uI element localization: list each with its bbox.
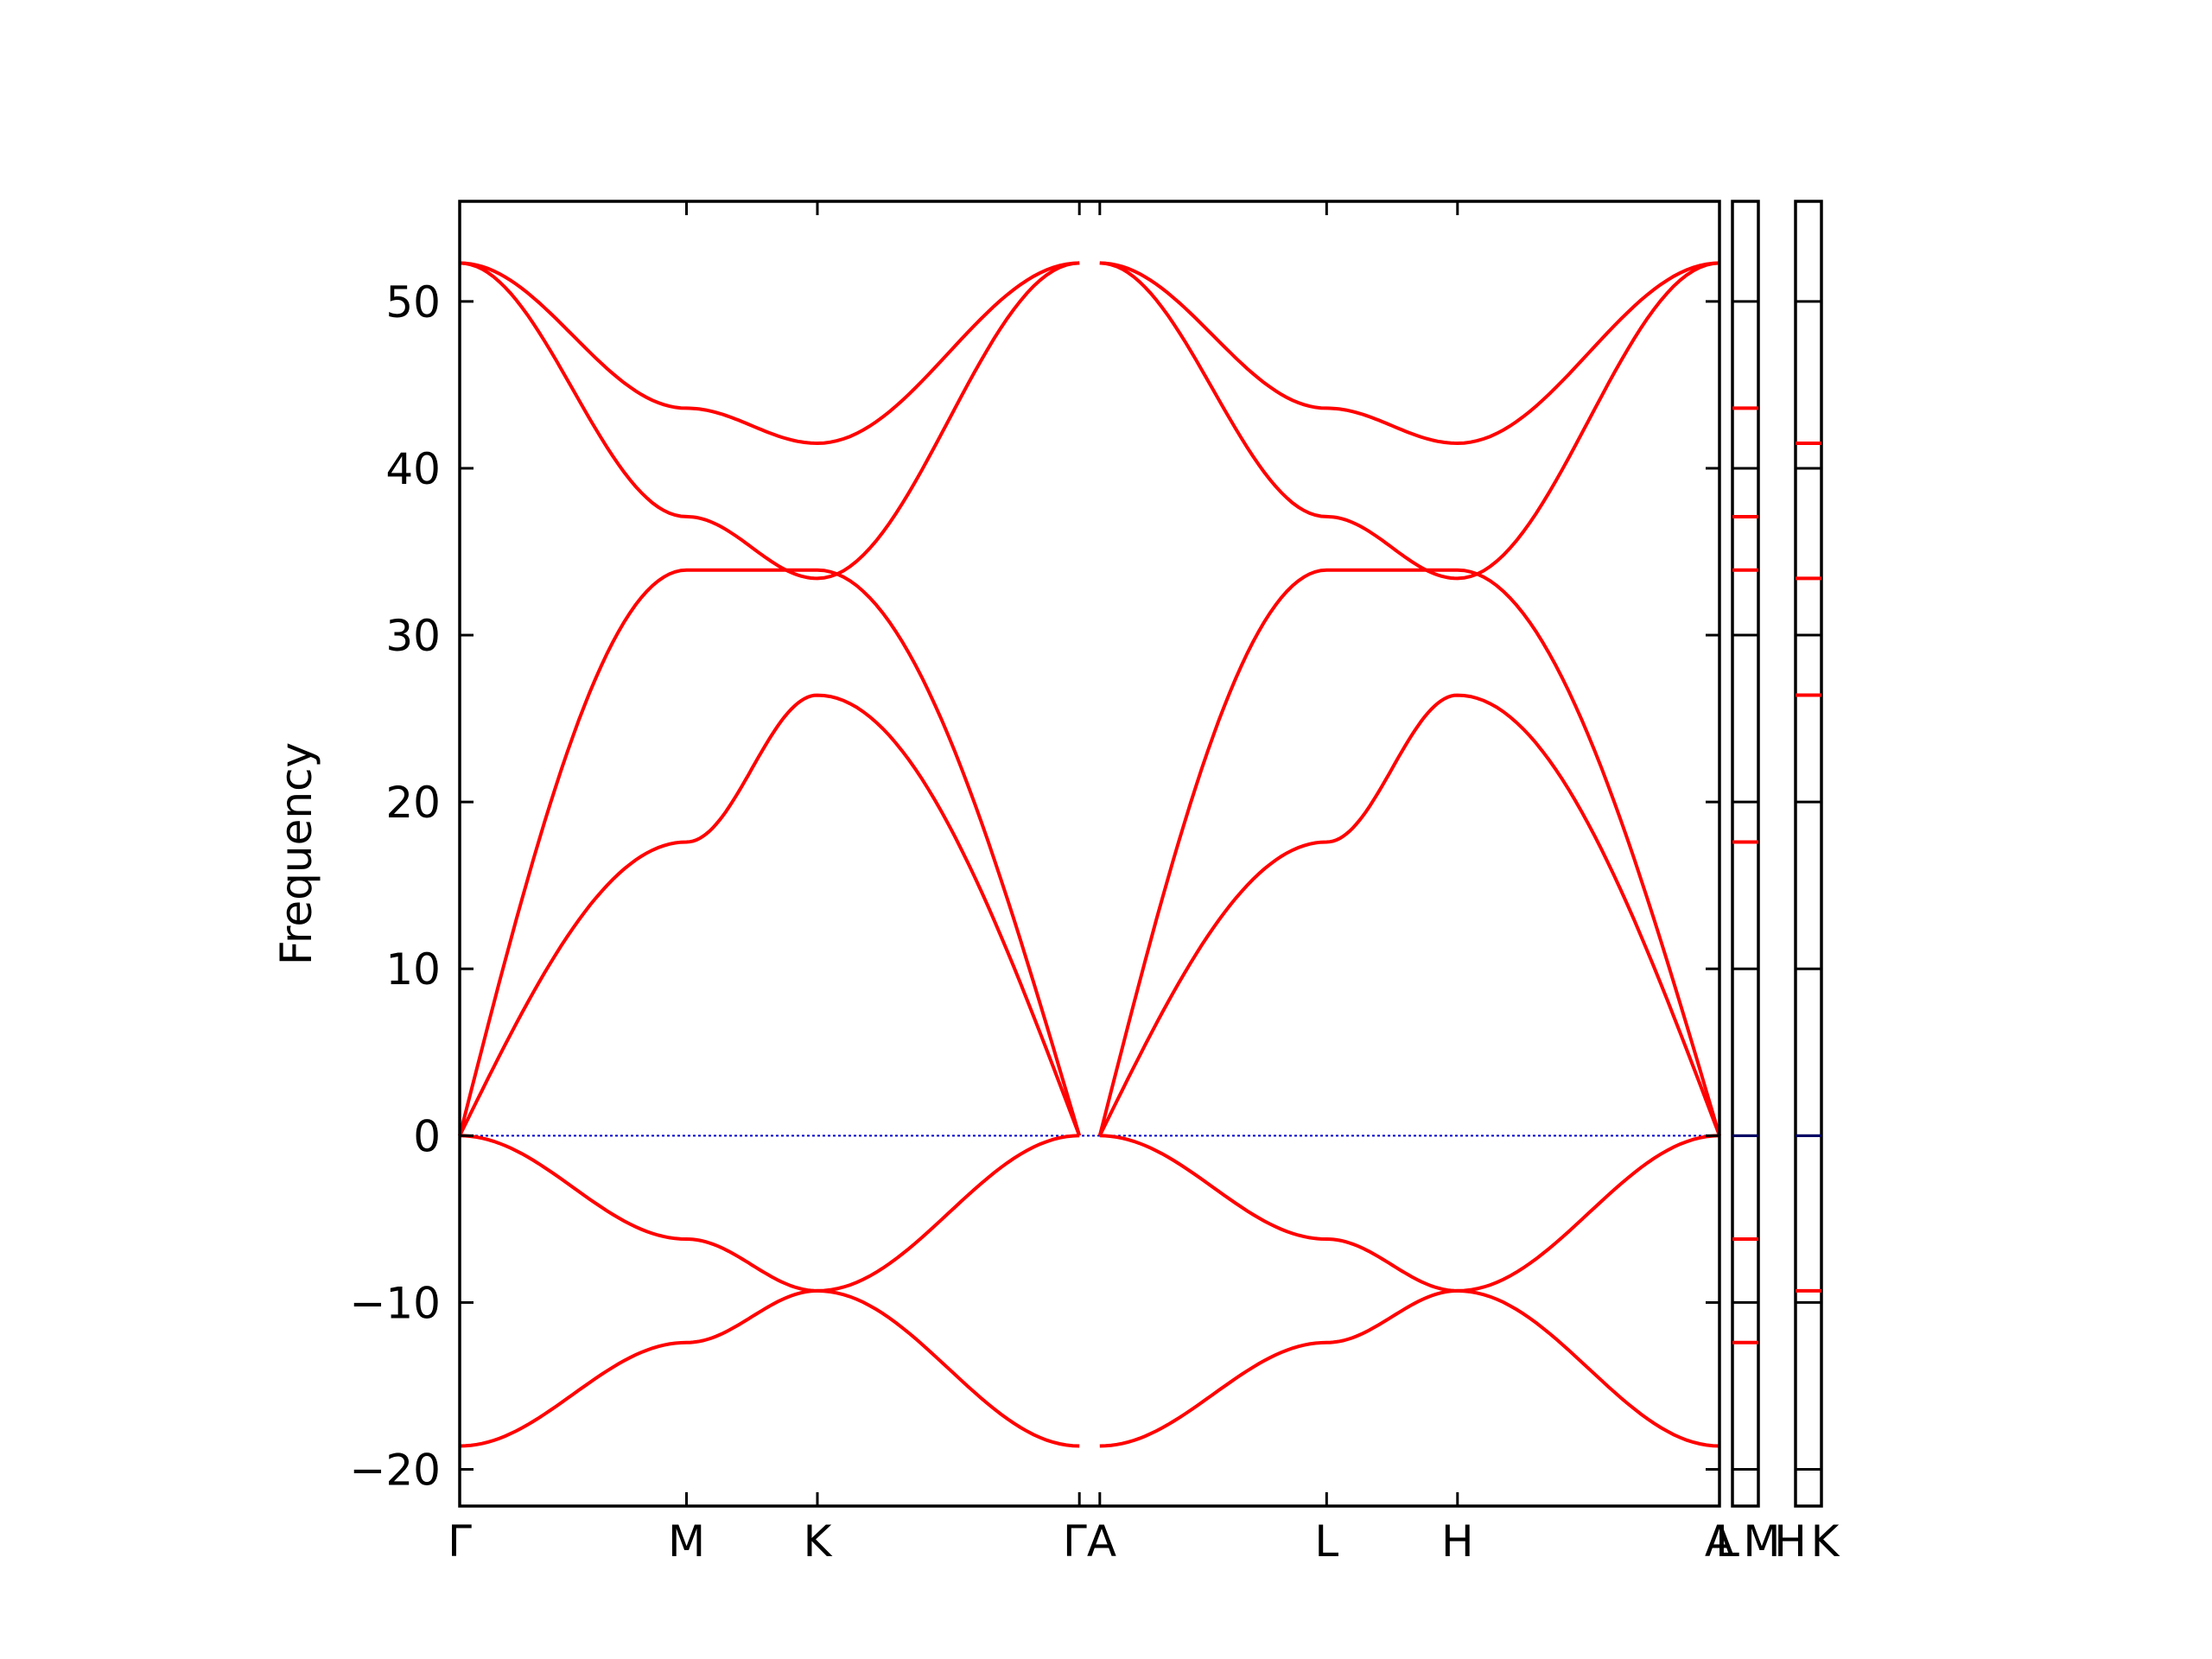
y-axis-ticks: −20 −10 0 10 20 30 40 50 <box>349 277 1719 1496</box>
y-axis-title: Frequency <box>271 742 321 965</box>
band-line <box>459 1134 1080 1448</box>
x-tick-label: K <box>804 1516 833 1567</box>
phonon-bands <box>458 261 1721 1448</box>
x-tick-label: M <box>668 1516 705 1567</box>
band-line <box>459 261 1080 581</box>
x-axis-ticks: Γ M K ΓA L H A <box>448 201 1734 1567</box>
y-tick-label: 40 <box>385 444 441 494</box>
y-tick-label: 20 <box>385 778 441 828</box>
x-tick-label: ΓA <box>1063 1516 1116 1567</box>
band-line <box>1099 1134 1720 1448</box>
plot-frame <box>458 200 1721 1508</box>
band-line <box>1099 261 1720 446</box>
y-tick-label: 30 <box>385 611 441 661</box>
x-tick-label: L <box>1314 1516 1338 1567</box>
band-line <box>458 693 1082 1137</box>
band-line <box>1097 568 1721 1136</box>
side-panel-label: H <box>1774 1516 1807 1567</box>
band-line <box>1099 261 1720 581</box>
y-tick-label: −20 <box>349 1446 441 1496</box>
side-panel-label: K <box>1811 1516 1840 1567</box>
y-tick-label: −10 <box>349 1278 441 1328</box>
side-panel-label: M <box>1743 1516 1780 1567</box>
y-tick-label: 10 <box>385 944 441 995</box>
side-panel-frame <box>1731 200 1760 1508</box>
x-tick-label: Γ <box>448 1516 472 1567</box>
x-tick-label: A <box>1705 1516 1734 1567</box>
band-line <box>459 1134 1080 1448</box>
band-line <box>1098 693 1721 1137</box>
side-panels: L MH K <box>1715 200 1840 1567</box>
side-panel-label: L <box>1715 1516 1739 1567</box>
side-panel-frame <box>1794 200 1823 1508</box>
y-tick-label: 50 <box>385 277 441 327</box>
band-line <box>1099 1134 1720 1448</box>
band-line <box>458 568 1082 1136</box>
band-structure-plot: −20 −10 0 10 20 30 40 50 Γ M K ΓA L H A <box>349 200 1734 1567</box>
y-tick-label: 0 <box>413 1111 441 1161</box>
x-tick-label: H <box>1441 1516 1474 1567</box>
band-line <box>459 261 1080 446</box>
